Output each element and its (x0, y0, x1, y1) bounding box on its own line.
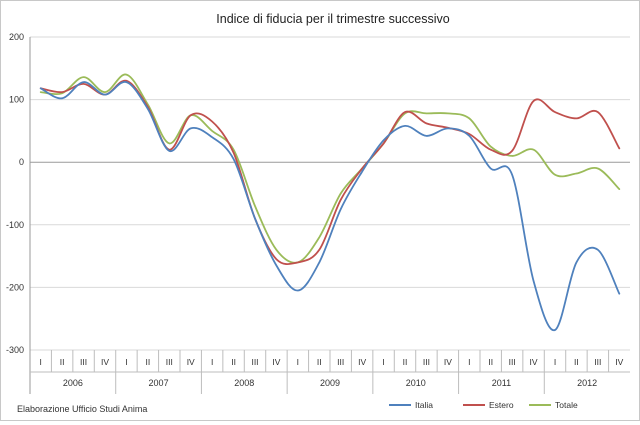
x-tick-label: IV (272, 357, 280, 367)
x-tick-label: II (60, 357, 65, 367)
year-label: 2008 (234, 378, 254, 388)
series-line-totale (39, 73, 621, 264)
source-note: Elaborazione Ufficio Studi Anima (17, 404, 147, 414)
y-tick-label: 200 (9, 32, 24, 42)
series-line-italia (39, 81, 621, 331)
y-tick-label: 0 (19, 157, 24, 167)
x-tick-label: II (317, 357, 322, 367)
y-tick-label: -100 (6, 220, 24, 230)
year-label: 2009 (320, 378, 340, 388)
x-tick-label: IV (358, 357, 366, 367)
year-label: 2006 (63, 378, 83, 388)
series-layer (39, 73, 621, 331)
year-label: 2007 (149, 378, 169, 388)
year-label: 2012 (577, 378, 597, 388)
year-label: 2010 (406, 378, 426, 388)
legend-label: Totale (555, 400, 578, 410)
x-tick-label: I (468, 357, 470, 367)
legend: Italia Estero Totale (389, 400, 578, 410)
x-tick-label: II (403, 357, 408, 367)
y-tick-label: -200 (6, 282, 24, 292)
x-tick-label: IV (101, 357, 109, 367)
x-tick-label: IV (187, 357, 195, 367)
legend-item-totale: Totale (529, 400, 578, 410)
x-tick-label: III (509, 357, 516, 367)
legend-label: Estero (489, 400, 514, 410)
x-tick-label: I (211, 357, 213, 367)
legend-item-estero: Estero (463, 400, 514, 410)
x-tick-label: III (166, 357, 173, 367)
x-tick-label: II (574, 357, 579, 367)
x-tick-label: IV (530, 357, 538, 367)
x-axis: I II III IV I II III IV I II III IV I II III IV I II III IV… (30, 350, 630, 394)
x-tick-label: III (594, 357, 601, 367)
year-label: 2011 (492, 378, 511, 388)
chart-title: Indice di fiducia per il trimestre succe… (216, 12, 449, 26)
x-tick-label: IV (615, 357, 623, 367)
x-tick-label: III (337, 357, 344, 367)
x-tick-label: II (488, 357, 493, 367)
x-tick-label: I (382, 357, 384, 367)
x-tick-label: I (40, 357, 42, 367)
y-axis: 200 100 0 -100 -200 -300 (6, 32, 31, 394)
series-line-estero (39, 79, 621, 265)
y-tick-label: -300 (6, 345, 24, 355)
x-tick-label: I (554, 357, 556, 367)
x-tick-label: I (125, 357, 127, 367)
x-tick-label: I (297, 357, 299, 367)
y-tick-label: 100 (9, 95, 24, 105)
x-tick-label: III (80, 357, 87, 367)
x-tick-label: III (423, 357, 430, 367)
x-tick-label: III (251, 357, 258, 367)
legend-label: Italia (415, 400, 433, 410)
x-tick-label: II (231, 357, 236, 367)
x-tick-label: IV (444, 357, 452, 367)
x-tick-label: II (145, 357, 150, 367)
legend-item-italia: Italia (389, 400, 433, 410)
